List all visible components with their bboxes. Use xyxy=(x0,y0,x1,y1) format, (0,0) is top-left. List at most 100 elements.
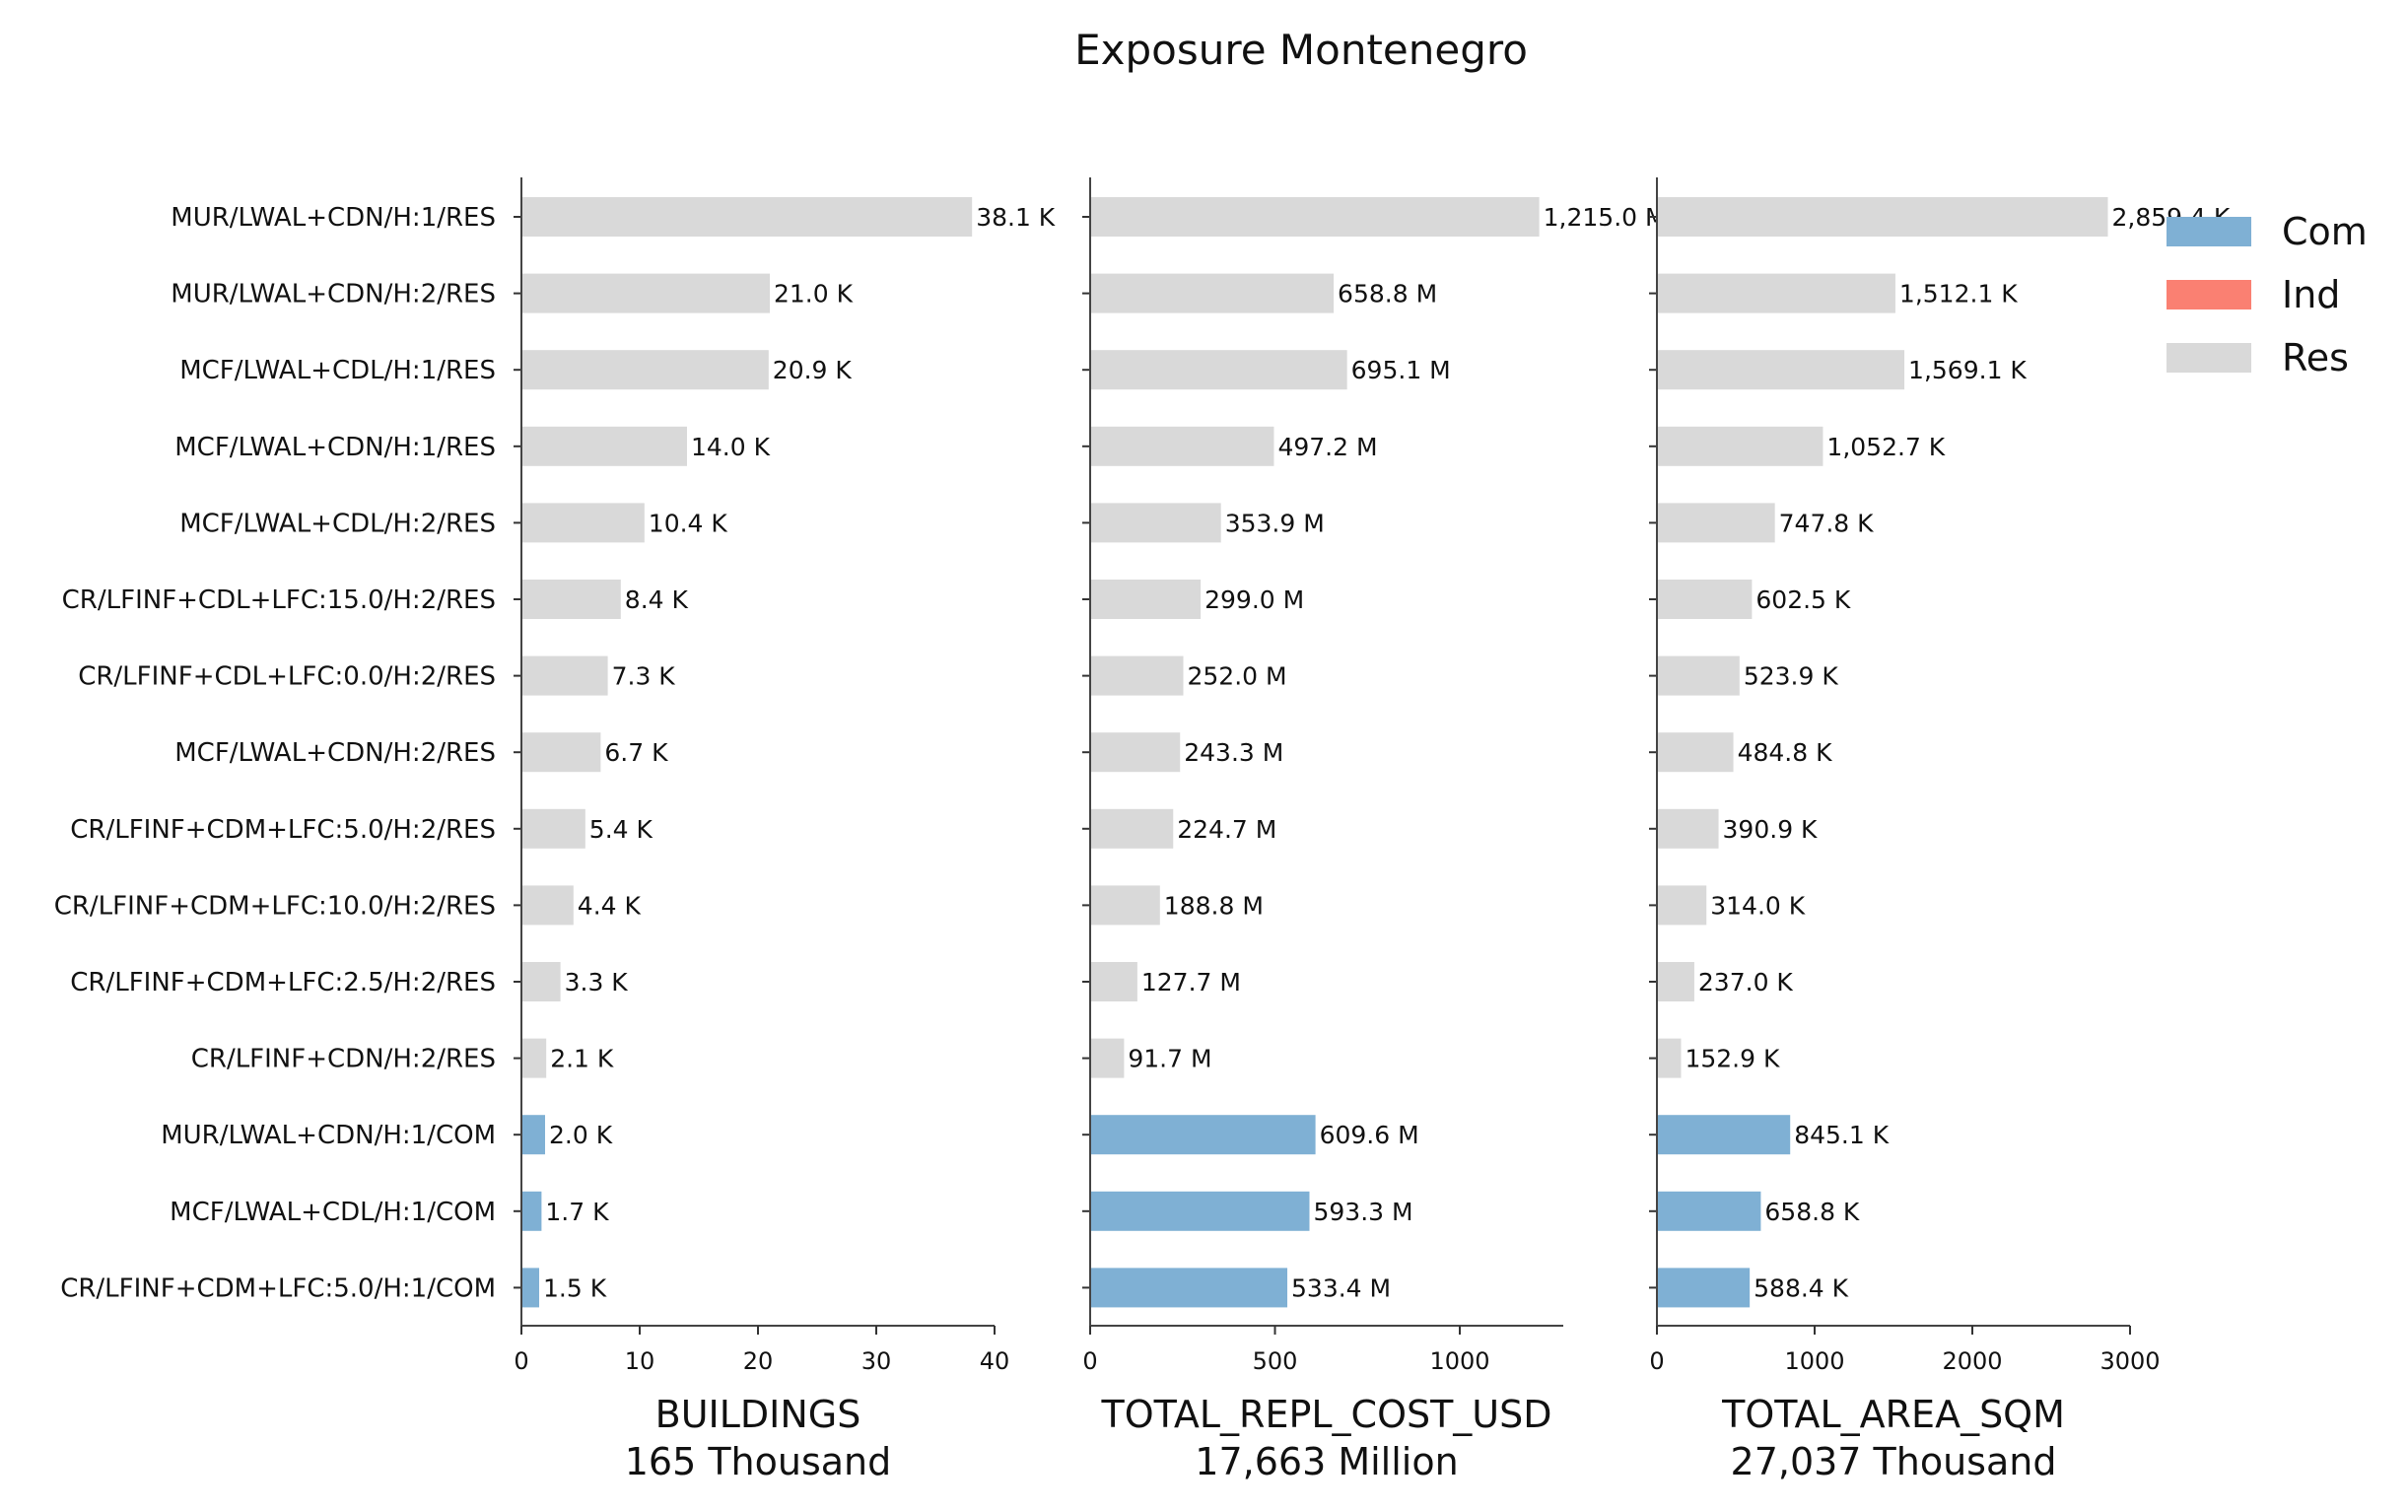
legend-swatch-res xyxy=(2167,343,2251,373)
bar-value-label: 38.1 K xyxy=(976,203,1056,232)
bar-res xyxy=(1090,962,1137,1001)
category-label: CR/LFINF+CDM+LFC:2.5/H:2/RES xyxy=(70,968,496,997)
bar-res xyxy=(521,503,645,543)
bar-value-label: 609.6 M xyxy=(1320,1121,1419,1149)
bar-com xyxy=(1657,1191,1761,1231)
bar-res xyxy=(1657,732,1734,773)
x-axis-label: BUILDINGS xyxy=(655,1393,861,1436)
panel-3: 2,859.4 K1,512.1 K1,569.1 K1,052.7 K747.… xyxy=(1649,177,2231,1483)
bar-res xyxy=(1090,732,1181,773)
bar-value-label: 4.4 K xyxy=(578,891,642,920)
bar-com xyxy=(1657,1268,1751,1308)
bar-com xyxy=(1090,1115,1316,1155)
bar-value-label: 6.7 K xyxy=(604,738,668,767)
bar-value-label: 252.0 M xyxy=(1188,662,1287,691)
category-label: MCF/LWAL+CDL/H:1/COM xyxy=(170,1198,496,1227)
bar-res xyxy=(521,197,973,237)
bar-res xyxy=(1090,580,1202,619)
x-tick-label: 0 xyxy=(1082,1347,1097,1375)
chart-legend: Com Ind Res xyxy=(2167,210,2368,379)
bar-value-label: 602.5 K xyxy=(1755,585,1851,614)
bar-value-label: 588.4 K xyxy=(1754,1273,1849,1302)
bar-value-label: 484.8 K xyxy=(1738,738,1833,767)
x-axis-total: 165 Thousand xyxy=(625,1440,892,1483)
category-label: MCF/LWAL+CDL/H:1/RES xyxy=(179,356,496,385)
bar-res xyxy=(1657,426,1823,466)
bar-res xyxy=(521,808,585,849)
bar-value-label: 10.4 K xyxy=(649,509,728,537)
bar-value-label: 20.9 K xyxy=(773,356,853,384)
bar-value-label: 299.0 M xyxy=(1204,585,1304,614)
bar-com xyxy=(1090,1268,1288,1308)
bar-res xyxy=(1657,655,1740,696)
x-tick-label: 0 xyxy=(1649,1347,1664,1375)
bar-value-label: 695.1 M xyxy=(1351,356,1451,384)
bar-res xyxy=(1657,885,1707,926)
category-label: MCF/LWAL+CDN/H:2/RES xyxy=(174,738,496,768)
bar-res xyxy=(521,1038,547,1078)
bar-res xyxy=(521,273,770,313)
x-tick-label: 3000 xyxy=(2099,1347,2160,1375)
bar-value-label: 1.5 K xyxy=(543,1273,607,1302)
x-tick-label: 500 xyxy=(1253,1347,1298,1375)
bar-res xyxy=(1657,350,1905,390)
bar-res xyxy=(521,426,687,466)
bar-com xyxy=(1090,1191,1310,1231)
bar-value-label: 188.8 M xyxy=(1164,891,1264,920)
category-label: MCF/LWAL+CDL/H:2/RES xyxy=(179,509,496,538)
category-label: MUR/LWAL+CDN/H:1/RES xyxy=(171,203,496,233)
bar-res xyxy=(1090,1038,1125,1078)
legend-swatch-ind xyxy=(2167,280,2251,309)
bar-res xyxy=(521,350,769,390)
bar-value-label: 1,569.1 K xyxy=(1908,356,2027,384)
x-tick-label: 10 xyxy=(625,1347,655,1375)
bar-res xyxy=(1090,885,1160,926)
panel-1: 38.1 K 21.0 K 20.9 K 14.0 K 10.4 K 8.4 K 7.3 K… xyxy=(54,177,1056,1483)
bar-value-label: 523.9 K xyxy=(1744,662,1839,691)
bar-value-label: 21.0 K xyxy=(774,280,854,309)
bar-res xyxy=(1090,808,1174,849)
bar-value-label: 533.4 M xyxy=(1291,1273,1391,1302)
bar-value-label: 91.7 M xyxy=(1128,1045,1211,1073)
bar-value-label: 1,215.0 M xyxy=(1544,203,1667,232)
x-axis-label: TOTAL_REPL_COST_USD xyxy=(1100,1393,1551,1436)
x-tick-label: 20 xyxy=(743,1347,774,1375)
legend-label-com: Com xyxy=(2282,210,2368,253)
category-label: CR/LFINF+CDL+LFC:15.0/H:2/RES xyxy=(62,585,496,615)
bar-value-label: 2.0 K xyxy=(549,1121,613,1149)
bar-res xyxy=(1090,503,1221,543)
bar-value-label: 845.1 K xyxy=(1794,1121,1890,1149)
category-label: MUR/LWAL+CDN/H:2/RES xyxy=(171,280,496,309)
bar-res xyxy=(1090,350,1347,390)
bar-res xyxy=(1657,273,1895,313)
bar-value-label: 658.8 M xyxy=(1338,280,1437,309)
bar-res xyxy=(1090,426,1274,466)
bar-res xyxy=(1657,580,1753,619)
legend-label-res: Res xyxy=(2282,336,2349,379)
legend-swatch-com xyxy=(2167,217,2251,246)
bar-res xyxy=(521,580,621,619)
bar-res xyxy=(1657,962,1694,1001)
bar-value-label: 593.3 M xyxy=(1313,1198,1412,1226)
bar-res xyxy=(1657,197,2108,237)
category-label: CR/LFINF+CDN/H:2/RES xyxy=(191,1045,496,1074)
chart-panels: 38.1 K 21.0 K 20.9 K 14.0 K 10.4 K 8.4 K 7.3 K… xyxy=(54,177,2231,1483)
bar-com xyxy=(1657,1115,1791,1155)
bar-value-label: 1,052.7 K xyxy=(1826,433,1945,461)
x-tick-label: 0 xyxy=(514,1347,528,1375)
category-label: CR/LFINF+CDM+LFC:10.0/H:2/RES xyxy=(54,891,496,921)
bar-value-label: 658.8 K xyxy=(1764,1198,1860,1226)
bar-value-label: 314.0 K xyxy=(1710,891,1806,920)
legend-label-ind: Ind xyxy=(2282,273,2340,316)
x-tick-label: 2000 xyxy=(1942,1347,2002,1375)
category-label: MCF/LWAL+CDN/H:1/RES xyxy=(174,433,496,462)
x-axis-total: 27,037 Thousand xyxy=(1731,1440,2057,1483)
bar-res xyxy=(1657,1038,1682,1078)
bar-res xyxy=(521,885,574,926)
category-label: CR/LFINF+CDM+LFC:5.0/H:1/COM xyxy=(60,1273,496,1303)
bar-res xyxy=(1090,197,1540,237)
bar-res xyxy=(1657,503,1775,543)
bar-value-label: 7.3 K xyxy=(612,662,676,691)
bar-res xyxy=(521,732,601,773)
